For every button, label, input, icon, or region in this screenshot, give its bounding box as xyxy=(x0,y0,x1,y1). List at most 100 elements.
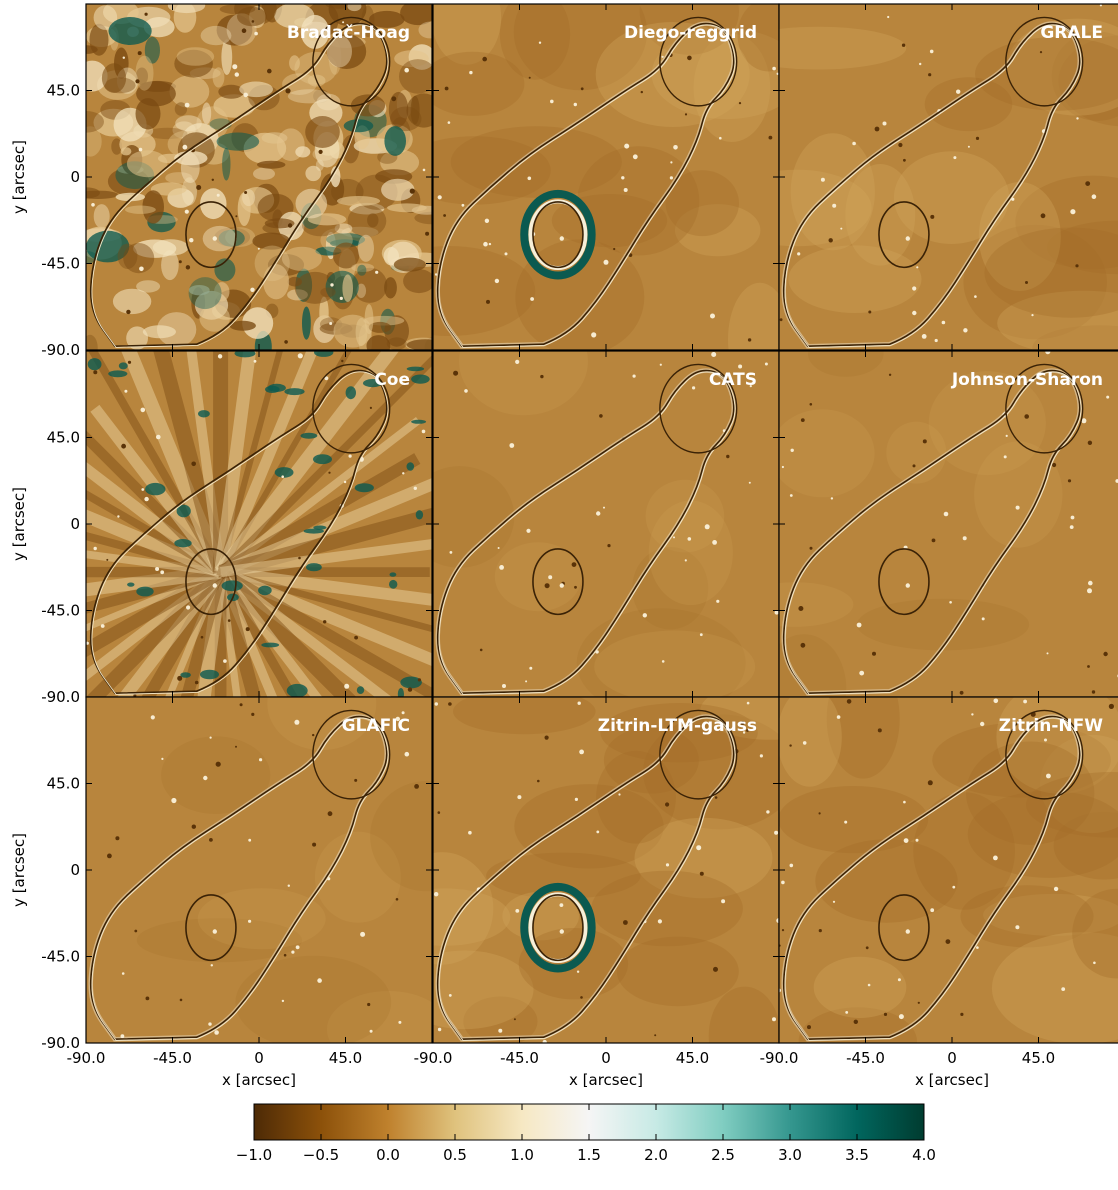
galaxy-speck xyxy=(832,203,837,208)
galaxy-speck xyxy=(287,884,290,887)
galaxy-speck xyxy=(369,1029,373,1033)
y-tick-label: 0 xyxy=(70,861,80,879)
x-tick-label: -45.0 xyxy=(153,1049,192,1067)
galaxy-speck xyxy=(820,177,825,182)
galaxy-speck xyxy=(235,745,237,748)
galaxy-speck xyxy=(719,136,722,140)
galaxy-speck xyxy=(140,407,146,413)
radial-streak xyxy=(219,539,432,578)
field-blob xyxy=(494,542,582,612)
galaxy-speck xyxy=(967,145,970,148)
inner-critical-curve xyxy=(532,201,584,269)
galaxy-speck xyxy=(1085,181,1091,187)
galaxy-speck xyxy=(746,729,749,732)
panel-field xyxy=(433,4,779,350)
galaxy-speck xyxy=(903,800,906,804)
field-blob xyxy=(400,4,432,26)
galaxy-speck xyxy=(971,713,974,716)
galaxy-speck xyxy=(872,651,876,656)
y-tick-label: -45.0 xyxy=(41,948,80,966)
galaxy-speck xyxy=(196,185,202,190)
field-blob xyxy=(389,572,397,577)
critical-curve xyxy=(782,22,1081,348)
galaxy-speck xyxy=(343,480,347,484)
galaxy-speck xyxy=(934,338,938,343)
galaxy-speck xyxy=(912,464,916,468)
inner-ring-teal xyxy=(520,189,596,280)
field-blob xyxy=(1040,734,1118,834)
field-blob xyxy=(415,510,424,520)
galaxy-speck xyxy=(115,836,120,841)
field-blob xyxy=(127,582,135,587)
galaxy-speck xyxy=(912,286,917,291)
x-tick-label: 45.0 xyxy=(1022,1049,1055,1067)
galaxy-speck xyxy=(574,585,577,589)
field-blob xyxy=(788,245,922,313)
field-blob xyxy=(577,146,700,256)
field-blob xyxy=(264,218,295,229)
field-blob xyxy=(174,102,188,116)
field-blob xyxy=(257,160,286,169)
panel-grid: Bradač-Hoag Diego-reggrid GRALE Coe CATS John… xyxy=(85,3,1118,1044)
galaxy-speck xyxy=(141,488,145,491)
galaxy-speck xyxy=(877,728,882,733)
field-blob xyxy=(319,296,329,330)
galaxy-speck xyxy=(245,627,250,632)
galaxy-speck xyxy=(448,702,452,706)
field-blob xyxy=(237,6,267,27)
galaxy-speck xyxy=(161,757,164,760)
x-tick-label: 0 xyxy=(254,1049,264,1067)
field-blob xyxy=(808,351,884,377)
galaxy-speck xyxy=(232,64,238,70)
radial-streak xyxy=(86,566,223,614)
radial-streak xyxy=(216,569,299,697)
field-blob xyxy=(294,271,336,304)
field-blob xyxy=(384,277,397,299)
panel-title: GRALE xyxy=(1040,23,1103,43)
galaxy-speck xyxy=(144,496,149,502)
field-blob xyxy=(367,213,379,228)
galaxy-speck xyxy=(529,666,533,670)
galaxy-speck xyxy=(502,684,506,688)
galaxy-speck xyxy=(789,744,792,747)
radial-streak xyxy=(197,571,228,697)
galaxy-speck xyxy=(828,238,833,243)
galaxy-speck xyxy=(840,227,843,230)
galaxy-speck xyxy=(122,56,125,59)
inner-critical-curve xyxy=(878,894,930,962)
field-blob xyxy=(991,932,1118,1043)
field-blob xyxy=(93,204,110,229)
galaxy-speck xyxy=(665,863,670,867)
field-blob xyxy=(779,409,875,498)
galaxy-speck xyxy=(341,359,344,363)
galaxy-speck xyxy=(324,376,329,381)
galaxy-speck xyxy=(789,863,794,868)
field-blob xyxy=(135,98,161,130)
critical-curve xyxy=(89,369,388,695)
galaxy-speck xyxy=(748,481,751,484)
field-blob xyxy=(126,150,168,178)
field-blob xyxy=(963,224,1107,340)
galaxy-speck xyxy=(721,899,726,904)
field-blob xyxy=(254,245,290,282)
field-blob xyxy=(595,22,750,127)
galaxy-speck xyxy=(106,558,109,561)
field-blob xyxy=(133,239,177,258)
galaxy-speck xyxy=(494,278,500,284)
galaxy-speck xyxy=(145,996,150,1001)
galaxy-speck xyxy=(479,648,483,652)
galaxy-speck xyxy=(1023,699,1027,704)
field-blob xyxy=(199,304,230,332)
galaxy-speck xyxy=(1061,987,1066,991)
field-blob xyxy=(737,4,779,72)
field-blob xyxy=(326,34,367,69)
field-blob xyxy=(86,60,108,92)
galaxy-speck xyxy=(959,690,964,695)
galaxy-speck xyxy=(191,148,195,153)
galaxy-speck xyxy=(980,721,985,727)
field-blob xyxy=(351,267,388,303)
field-blob xyxy=(274,4,315,29)
field-blob xyxy=(364,304,374,335)
panel: GLAFIC xyxy=(85,696,433,1044)
field-blob xyxy=(966,741,1095,845)
